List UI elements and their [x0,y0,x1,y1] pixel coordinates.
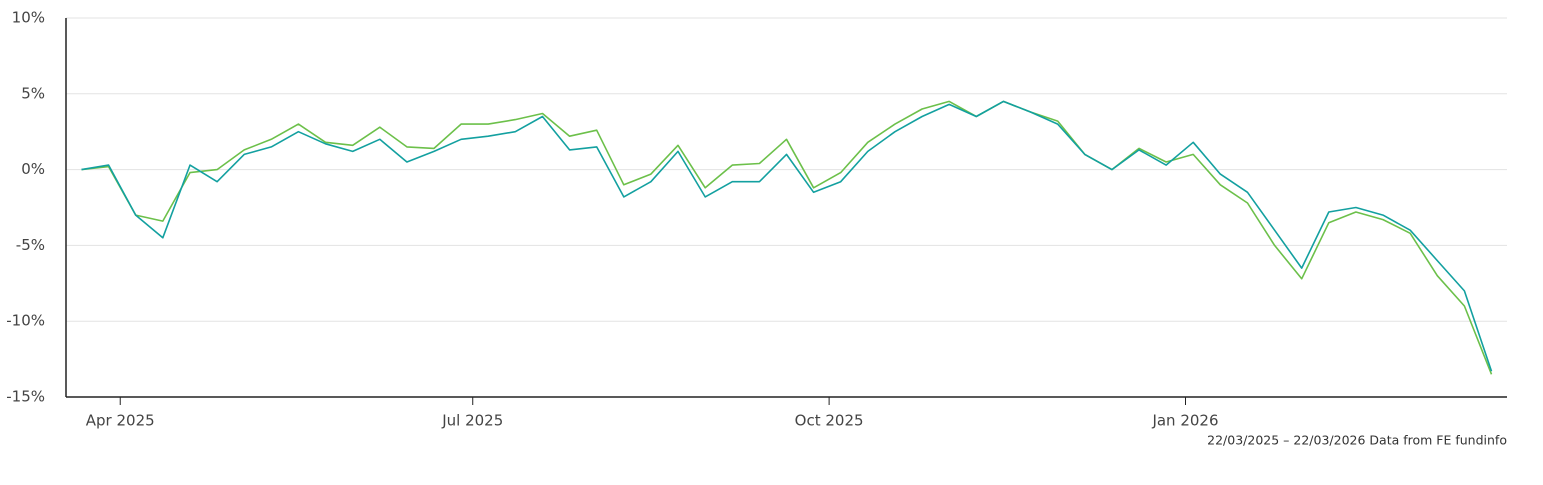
y-tick-label: -10% [6,312,45,330]
x-tick-label: Oct 2025 [795,412,864,430]
footnote: 22/03/2025 – 22/03/2026 Data from FE fun… [1207,433,1507,448]
series-line [81,100,1493,372]
y-tick-label: 0% [21,160,45,178]
y-tick-label: 5% [21,84,45,102]
series-line [81,100,1493,375]
x-tick-label: Apr 2025 [86,412,155,430]
x-tick-label: Jan 2026 [1151,412,1218,430]
y-tick-label: -5% [16,236,45,254]
y-tick-label: 10% [12,9,45,27]
y-tick-label: -15% [6,388,45,406]
x-tick-label: Jul 2025 [441,412,503,430]
